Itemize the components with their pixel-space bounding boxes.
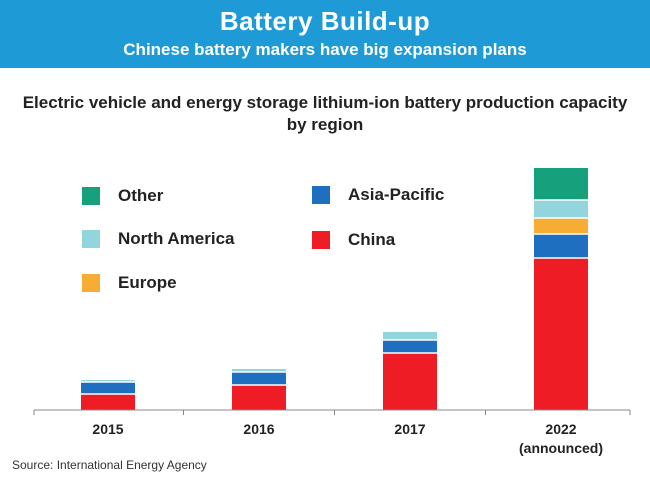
legend-label: North America: [118, 229, 235, 248]
x-tick-label: 2017: [394, 421, 425, 437]
bar-2016-asia-pacific: [232, 372, 286, 385]
bar-2017-china: [383, 353, 437, 410]
legend-label: Other: [118, 186, 164, 205]
x-tick-label: 2022: [545, 421, 576, 437]
bar-2022-europe: [534, 218, 588, 234]
legend-label: China: [348, 230, 396, 249]
page-title: Battery Build-up: [219, 6, 431, 36]
bar-2022-other: [534, 168, 588, 200]
bar-2015-china: [81, 394, 135, 410]
bar-2016-north-america: [232, 369, 286, 372]
x-tick-label: (announced): [519, 440, 603, 456]
legend-item-asia-pacific: Asia-Pacific: [312, 184, 444, 206]
legend-swatch: [82, 230, 100, 248]
legend-swatch: [82, 274, 100, 292]
legend-swatch: [312, 231, 330, 249]
legend-label: Europe: [118, 273, 177, 292]
legend-label: Asia-Pacific: [348, 185, 445, 204]
x-tick-label: 2015: [92, 421, 123, 437]
chart-title: Electric vehicle and energy storage lith…: [22, 93, 628, 134]
bar-2022-asia-pacific: [534, 234, 588, 258]
header-banner: Battery Build-up Chinese battery makers …: [0, 0, 650, 68]
legend-swatch: [312, 186, 330, 204]
legend-item-other: Other: [82, 185, 163, 207]
legend-swatch: [82, 187, 100, 205]
bar-2016-china: [232, 385, 286, 410]
bar-2015-asia-pacific: [81, 382, 135, 394]
bar-2015-north-america: [81, 380, 135, 382]
bar-2022-north-america: [534, 200, 588, 218]
source-note: Source: International Energy Agency: [12, 458, 207, 472]
x-tick-label: 2016: [243, 421, 274, 437]
legend-item-north-america: North America: [82, 228, 235, 250]
bar-2017-asia-pacific: [383, 340, 437, 353]
legend-item-europe: Europe: [82, 272, 177, 294]
page-subtitle: Chinese battery makers have big expansio…: [123, 40, 527, 59]
legend-item-china: China: [312, 229, 395, 251]
bar-2017-north-america: [383, 332, 437, 340]
bar-2022-china: [534, 258, 588, 410]
